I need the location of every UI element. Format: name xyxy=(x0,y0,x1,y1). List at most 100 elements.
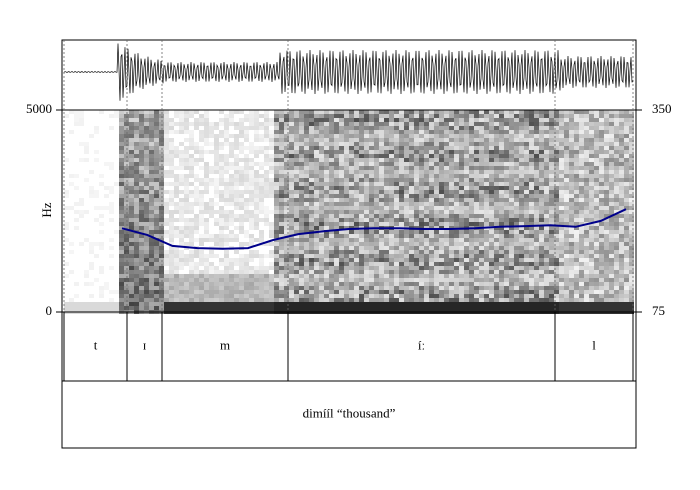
spectrogram-cell xyxy=(584,258,589,262)
spectrogram-cell xyxy=(514,190,519,194)
spectrogram-cell xyxy=(139,190,144,194)
spectrogram-cell xyxy=(184,258,189,262)
spectrogram-cell xyxy=(284,122,289,126)
spectrogram-cell xyxy=(529,286,534,290)
spectrogram-cell xyxy=(594,286,599,290)
spectrogram-cell xyxy=(484,294,489,298)
spectrogram-cell xyxy=(419,142,424,146)
spectrogram-cell xyxy=(364,110,369,114)
spectrogram-cell xyxy=(204,182,209,186)
spectrogram-cell xyxy=(354,302,359,306)
spectrogram-cell xyxy=(349,170,354,174)
spectrogram-cell xyxy=(204,202,209,206)
spectrogram-cell xyxy=(529,142,534,146)
spectrogram-cell xyxy=(574,130,579,134)
spectrogram-cell xyxy=(249,282,254,286)
spectrogram-cell xyxy=(579,222,584,226)
spectrogram-cell xyxy=(369,270,374,274)
spectrogram-cell xyxy=(299,158,304,162)
spectrogram-cell xyxy=(369,162,374,166)
spectrogram-cell xyxy=(444,258,449,262)
spectrogram-cell xyxy=(219,218,224,222)
spectrogram-cell xyxy=(469,230,474,234)
spectrogram-cell xyxy=(419,214,424,218)
spectrogram-cell xyxy=(309,154,314,158)
spectrogram-cell xyxy=(189,222,194,226)
spectrogram-cell xyxy=(159,134,164,138)
spectrogram-cell xyxy=(174,230,179,234)
spectrogram-cell xyxy=(389,234,394,238)
spectrogram-cell xyxy=(464,286,469,290)
spectrogram-cell xyxy=(179,306,184,310)
spectrogram-cell xyxy=(184,174,189,178)
spectrogram-cell xyxy=(589,286,594,290)
spectrogram-cell xyxy=(479,110,484,114)
spectrogram-cell xyxy=(64,194,69,198)
spectrogram-cell xyxy=(429,210,434,214)
spectrogram-cell xyxy=(204,170,209,174)
spectrogram-cell xyxy=(439,122,444,126)
spectrogram-cell xyxy=(519,242,524,246)
spectrogram-cell xyxy=(269,294,274,298)
spectrogram-cell xyxy=(254,214,259,218)
spectrogram-cell xyxy=(239,182,244,186)
spectrogram-cell xyxy=(499,202,504,206)
spectrogram-cell xyxy=(129,198,134,202)
spectrogram-cell xyxy=(349,138,354,142)
spectrogram-cell xyxy=(574,194,579,198)
spectrogram-cell xyxy=(334,294,339,298)
spectrogram-cell xyxy=(414,126,419,130)
spectrogram-cell xyxy=(449,130,454,134)
spectrogram-cell xyxy=(554,138,559,142)
spectrogram-cell xyxy=(499,250,504,254)
spectrogram-cell xyxy=(144,194,149,198)
spectrogram-cell xyxy=(244,298,249,302)
spectrogram-cell xyxy=(544,202,549,206)
spectrogram-cell xyxy=(249,158,254,162)
spectrogram-cell xyxy=(184,118,189,122)
spectrogram-cell xyxy=(294,270,299,274)
spectrogram-cell xyxy=(124,198,129,202)
spectrogram-cell xyxy=(69,242,74,246)
spectrogram-cell xyxy=(169,302,174,306)
spectrogram-cell xyxy=(409,186,414,190)
spectrogram-cell xyxy=(264,194,269,198)
spectrogram-cell xyxy=(464,270,469,274)
spectrogram-cell xyxy=(334,182,339,186)
spectrogram-cell xyxy=(544,270,549,274)
spectrogram-cell xyxy=(309,142,314,146)
spectrogram-cell xyxy=(394,138,399,142)
spectrogram-cell xyxy=(439,250,444,254)
spectrogram-cell xyxy=(489,126,494,130)
spectrogram-cell xyxy=(459,274,464,278)
spectrogram-cell xyxy=(314,198,319,202)
spectrogram-cell xyxy=(99,206,104,210)
spectrogram-cell xyxy=(574,222,579,226)
spectrogram-cell xyxy=(479,234,484,238)
spectrogram-cell xyxy=(599,238,604,242)
spectrogram-cell xyxy=(374,270,379,274)
spectrogram-cell xyxy=(124,302,129,306)
spectrogram-cell xyxy=(439,186,444,190)
spectrogram-cell xyxy=(279,226,284,230)
spectrogram-cell xyxy=(494,202,499,206)
spectrogram-cell xyxy=(474,290,479,294)
spectrogram-cell xyxy=(109,162,114,166)
spectrogram-cell xyxy=(219,242,224,246)
spectrogram-cell xyxy=(374,238,379,242)
spectrogram-cell xyxy=(354,134,359,138)
spectrogram-cell xyxy=(614,158,619,162)
spectrogram-cell xyxy=(569,242,574,246)
spectrogram-cell xyxy=(284,306,289,310)
spectrogram-cell xyxy=(554,222,559,226)
spectrogram-cell xyxy=(604,286,609,290)
spectrogram-cell xyxy=(104,186,109,190)
spectrogram-cell xyxy=(424,158,429,162)
spectrogram-cell xyxy=(189,294,194,298)
spectrogram-cell xyxy=(544,122,549,126)
spectrogram-cell xyxy=(494,178,499,182)
spectrogram-cell xyxy=(224,154,229,158)
spectrogram-cell xyxy=(169,190,174,194)
spectrogram-cell xyxy=(269,254,274,258)
spectrogram-cell xyxy=(614,118,619,122)
